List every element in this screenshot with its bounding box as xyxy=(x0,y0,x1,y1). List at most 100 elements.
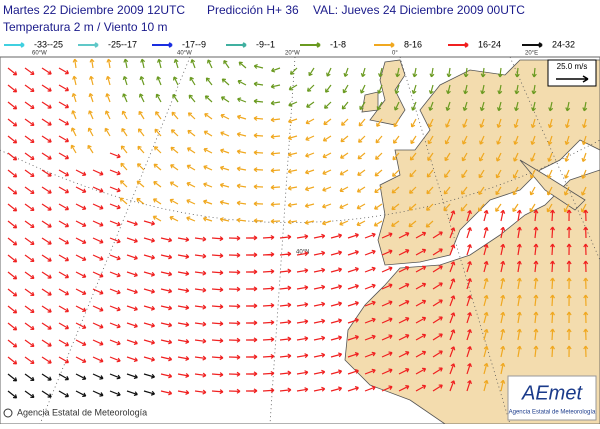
wind-arrow xyxy=(41,288,52,296)
wind-arrow xyxy=(253,115,264,121)
wind-arrow xyxy=(279,234,292,240)
wind-arrow xyxy=(205,77,213,86)
wind-arrow xyxy=(466,363,472,375)
wind-arrow xyxy=(75,339,87,347)
wind-arrow xyxy=(287,152,298,157)
forecast-step: Predicción H+ 36 xyxy=(207,3,299,17)
wind-arrow xyxy=(126,237,138,244)
wind-arrow xyxy=(109,152,121,159)
wind-arrow xyxy=(24,135,35,144)
wind-arrow xyxy=(109,271,121,278)
wind-arrow xyxy=(92,339,104,346)
wind-arrow xyxy=(75,305,87,313)
wind-arrow xyxy=(429,67,435,78)
wind-arrow xyxy=(228,269,241,275)
wind-arrow xyxy=(550,345,556,358)
scale-arrow xyxy=(556,75,589,83)
wind-arrow xyxy=(41,135,52,143)
wind-arrow xyxy=(326,67,332,77)
wind-arrow xyxy=(500,226,506,239)
wind-arrow xyxy=(126,339,138,346)
wind-arrow xyxy=(58,67,70,75)
wind-arrow xyxy=(279,370,292,376)
wind-arrow xyxy=(339,186,349,193)
wind-arrow xyxy=(24,84,35,93)
wind-arrow xyxy=(415,367,427,375)
wind-arrow xyxy=(378,67,383,78)
wind-arrow xyxy=(375,135,383,144)
wind-arrow xyxy=(41,237,52,245)
legend-label: 8-16 xyxy=(404,39,422,49)
wind-arrow xyxy=(221,78,230,86)
wind-arrow xyxy=(226,42,247,48)
wind-arrow xyxy=(160,254,173,260)
wind-arrow xyxy=(253,64,264,69)
wind-arrow xyxy=(72,75,78,86)
wind-arrow xyxy=(236,217,247,223)
wind-arrow xyxy=(41,322,52,330)
wind-arrow xyxy=(533,345,539,358)
wind-arrow xyxy=(582,101,588,112)
wind-arrow xyxy=(513,118,519,129)
wind-arrow xyxy=(24,322,35,331)
wind-arrow xyxy=(109,169,121,176)
wind-arrow xyxy=(41,152,52,160)
wind-arrow xyxy=(364,266,376,273)
wind-arrow xyxy=(330,318,343,324)
wind-arrow xyxy=(516,328,522,341)
wind-arrow xyxy=(109,203,121,210)
wind-arrow xyxy=(288,118,298,124)
wind-arrow xyxy=(460,203,468,212)
wind-arrow xyxy=(287,219,298,225)
wind-arrow xyxy=(194,372,207,378)
wind-arrow xyxy=(412,67,418,78)
wind-arrow xyxy=(313,369,326,375)
wind-arrow xyxy=(347,233,359,239)
wind-arrow xyxy=(566,226,572,239)
wind-arrow xyxy=(72,58,78,69)
wind-arrow xyxy=(92,169,104,176)
wind-arrow xyxy=(270,117,281,123)
wind-arrow xyxy=(477,203,485,212)
wind-arrow xyxy=(120,145,128,154)
wind-arrow xyxy=(271,67,281,73)
wind-arrow xyxy=(177,237,190,242)
wind-arrow xyxy=(92,237,104,244)
wind-arrow xyxy=(347,335,359,341)
wind-arrow xyxy=(194,338,207,344)
wind-arrow xyxy=(58,203,70,211)
grid-label: 20°E xyxy=(525,51,538,57)
wind-arrow xyxy=(360,67,366,78)
wind-arrow xyxy=(364,283,376,290)
wind-arrow xyxy=(496,118,502,128)
wind-arrow xyxy=(296,370,309,376)
wind-arrow xyxy=(296,268,309,274)
wind-arrow xyxy=(529,169,536,179)
wind-arrow xyxy=(449,244,456,256)
wind-arrow xyxy=(377,84,383,94)
wind-arrow xyxy=(236,183,247,189)
wind-arrow xyxy=(236,149,247,155)
wind-arrow xyxy=(143,390,156,396)
wind-arrow xyxy=(374,203,383,210)
wind-arrow xyxy=(411,84,417,95)
wind-arrow xyxy=(154,128,162,137)
wind-arrow xyxy=(398,334,410,341)
wind-arrow xyxy=(203,130,213,137)
wind-arrow xyxy=(322,135,332,142)
wind-arrow xyxy=(322,169,332,175)
wind-arrow xyxy=(360,84,366,94)
wind-arrow xyxy=(75,373,87,381)
wind-arrow xyxy=(126,288,138,295)
wind-arrow xyxy=(194,236,207,242)
wind-arrow xyxy=(89,58,95,69)
wind-arrow xyxy=(296,251,309,257)
wind-arrow xyxy=(236,166,247,172)
wind-arrow xyxy=(313,318,326,324)
wind-arrow xyxy=(357,169,366,176)
wind-arrow xyxy=(330,284,343,290)
wind-arrow xyxy=(533,243,539,256)
wind-arrow xyxy=(170,129,179,137)
wind-arrow xyxy=(393,135,400,144)
wind-arrow xyxy=(449,210,456,222)
